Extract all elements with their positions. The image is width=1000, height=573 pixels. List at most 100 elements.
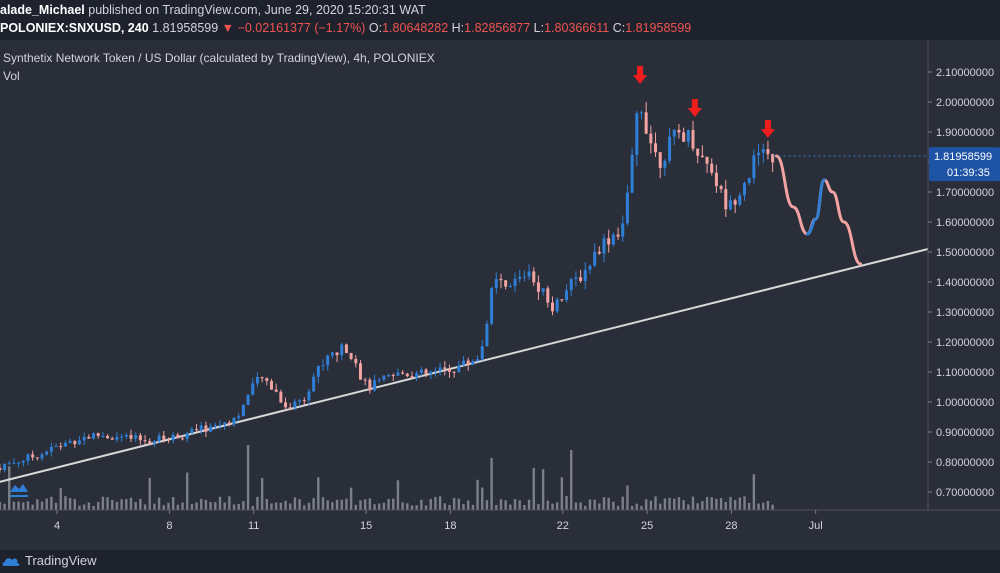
volume-bar [148,477,151,510]
price-chart[interactable]: 2.100000002.000000001.900000001.80000000… [0,40,1000,550]
candle-body [405,373,409,377]
volume-bar [644,499,648,510]
volume-bar [157,497,161,510]
volume-bar [204,499,208,510]
volume-bar [97,501,100,510]
volume-bar [153,503,156,510]
volume-bar [200,498,203,510]
candle-body [204,425,208,432]
candle-body [419,369,423,373]
volume-bar [349,487,353,510]
volume-bar [143,504,147,510]
volume-bar [111,499,114,510]
candle-body [588,265,592,270]
price-tick-label: 2.00000000 [936,97,994,109]
low-label: L: [533,21,545,35]
candle-body [654,143,658,153]
symbol-label: POLONIEX:SNXUSD, 240 [0,21,149,35]
candle-body [162,435,166,440]
volume-bar [424,505,428,510]
volume-bar [574,502,578,510]
candle-body [536,282,540,292]
volume-bar [555,502,559,510]
volume-bar [0,501,2,510]
candle-body [26,454,30,461]
candle-body [724,189,728,210]
candle-body [349,353,353,360]
candle-body [546,288,550,303]
volume-bar [317,477,320,510]
volume-bar [382,502,386,510]
volume-bar [485,500,489,510]
volume-bar [541,469,545,510]
volume-bar [490,458,493,510]
candle-body [59,446,63,448]
candle-body [663,160,667,168]
candle-body [738,195,742,205]
candle-body [246,394,250,405]
candle-body [279,391,283,403]
candle-body [462,360,466,366]
volume-bar [125,498,128,510]
down-triangle-icon: ▼ [221,21,235,35]
volume-bar [415,505,418,510]
volume-bar [668,497,671,510]
volume-bar [499,499,503,510]
candle-body [602,238,606,254]
candle-body [635,113,639,155]
volume-bar [396,480,400,510]
volume-label: Vol [3,69,20,83]
volume-bar [298,499,301,510]
volume-bar [481,487,484,510]
publish-line: alade_Michael published on TradingView.c… [0,3,426,17]
volume-bar [659,503,662,510]
candle-body [719,186,723,190]
volume-bar [677,497,681,510]
volume-bar [120,499,123,510]
candle-body [265,378,269,381]
volume-bar [462,503,465,510]
candle-body [73,440,77,445]
volume-bar [321,497,325,510]
candle-body [401,372,405,374]
volume-bar [687,504,690,510]
time-tick-label: 28 [725,520,737,532]
volume-bar [129,497,133,510]
candle-body [143,440,147,442]
volume-bar [335,499,339,510]
projection-path-up [805,178,826,236]
published-text: published on TradingView.com, June 29, 2… [88,3,426,17]
volume-bar [701,501,704,510]
candle-body [565,290,569,301]
candle-body [157,435,161,442]
price-tick-label: 0.90000000 [936,427,994,439]
candle-body [293,401,297,408]
volume-bar [509,504,512,510]
volume-bar [630,505,634,510]
candle-body [40,454,44,459]
candle-body [134,435,138,439]
volume-bar [363,499,367,510]
candle-body [569,278,573,291]
candle-body [480,346,484,360]
volume-bar [36,499,39,510]
down-arrow-icon [633,66,648,84]
volume-bar [218,496,222,510]
candle-body [429,371,433,374]
candle-body [616,234,620,237]
author-name[interactable]: alade_Michael [0,3,85,17]
candle-body [185,433,189,439]
candle-body [555,299,559,312]
candle-body [35,457,39,459]
volume-bar [593,499,596,510]
tradingview-logo[interactable]: TradingView [2,553,97,568]
candle-body [377,379,381,381]
volume-bar [518,500,521,510]
open-value: 1.80648282 [382,21,449,35]
time-tick-label: 25 [641,520,653,532]
candle-body [237,416,241,418]
price-tick-label: 1.30000000 [936,307,994,319]
chart-area[interactable]: 2.100000002.000000001.900000001.80000000… [0,40,1000,550]
volume-bar [602,497,606,510]
candle-body [658,152,662,168]
